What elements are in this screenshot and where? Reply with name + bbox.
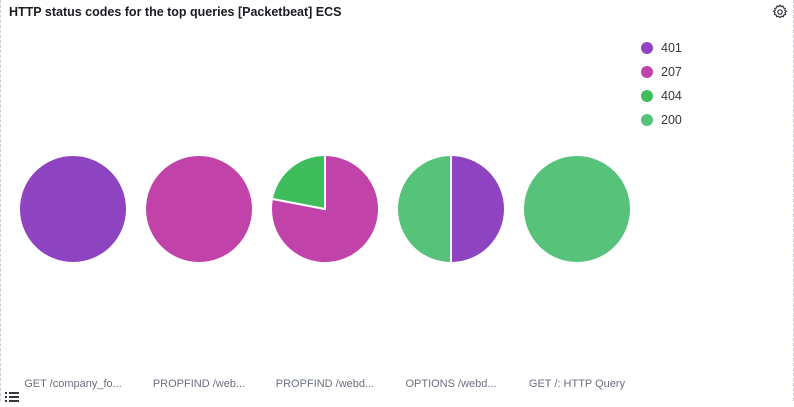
pie-slice-401[interactable] bbox=[450, 153, 506, 265]
pie-label: PROPFIND /web... bbox=[153, 378, 245, 390]
legend-item[interactable]: 401 bbox=[641, 36, 682, 60]
pie-chart bbox=[18, 154, 128, 264]
legend-item[interactable]: 404 bbox=[641, 84, 682, 108]
legend-item[interactable]: 207 bbox=[641, 60, 682, 84]
gear-icon bbox=[772, 4, 788, 19]
pie-chart bbox=[144, 154, 254, 264]
chart-legend: 401 207 404 200 bbox=[641, 36, 682, 132]
pie-chart bbox=[270, 153, 380, 264]
legend-item[interactable]: 200 bbox=[641, 108, 682, 132]
pie-slice-404[interactable] bbox=[270, 153, 326, 211]
pie-chart bbox=[396, 153, 506, 265]
legend-color-dot bbox=[641, 90, 653, 102]
pie-label: PROPFIND /webd... bbox=[276, 378, 374, 390]
pie-slice-200[interactable] bbox=[396, 153, 452, 265]
pie-label: GET /: HTTP Query bbox=[529, 378, 626, 390]
legend-label: 404 bbox=[661, 89, 682, 103]
pie-slice-401[interactable] bbox=[18, 154, 128, 264]
legend-toggle-button[interactable] bbox=[5, 389, 19, 402]
pie-slice-200[interactable] bbox=[522, 154, 632, 264]
legend-color-dot bbox=[641, 42, 653, 54]
pie-slice-207[interactable] bbox=[144, 154, 254, 264]
pie-label: OPTIONS /webd... bbox=[405, 378, 496, 390]
legend-label: 401 bbox=[661, 41, 682, 55]
pie-label: GET /company_fo... bbox=[24, 378, 122, 390]
legend-color-dot bbox=[641, 66, 653, 78]
legend-label: 200 bbox=[661, 113, 682, 127]
legend-label: 207 bbox=[661, 65, 682, 79]
panel-title: HTTP status codes for the top queries [P… bbox=[9, 5, 342, 19]
panel-options-button[interactable] bbox=[769, 1, 791, 23]
legend-color-dot bbox=[641, 114, 653, 126]
pie-chart bbox=[522, 154, 632, 264]
